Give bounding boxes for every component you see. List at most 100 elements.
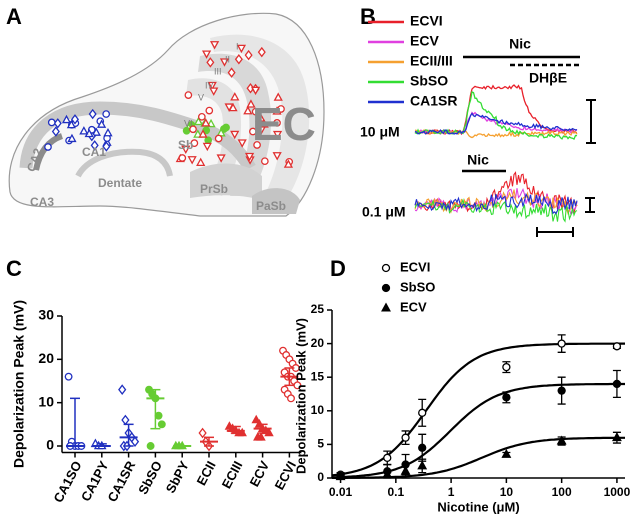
- marker: [193, 116, 204, 126]
- marker: [118, 384, 127, 396]
- marker: [44, 143, 52, 151]
- marker: [417, 460, 428, 470]
- scale-bar: [586, 99, 596, 144]
- layer-label: III: [214, 66, 222, 76]
- fit-curve: [332, 436, 625, 479]
- marker: [273, 92, 283, 101]
- x-axis-label: Nicotine (μM): [437, 499, 519, 514]
- marker: [146, 442, 155, 450]
- marker: [79, 126, 89, 135]
- marker: [227, 67, 236, 78]
- layer-label: II: [225, 54, 230, 64]
- fit-curve: [332, 382, 625, 479]
- x-tick-label: 10: [500, 485, 514, 499]
- marker: [556, 435, 567, 445]
- marker: [178, 154, 187, 162]
- marker: [102, 110, 111, 118]
- marker: [502, 362, 511, 372]
- marker: [51, 126, 60, 137]
- marker: [383, 453, 392, 462]
- marker: [224, 103, 234, 112]
- legend-label: CA1SR: [410, 93, 457, 109]
- marker: [187, 156, 197, 165]
- scale-bar: [585, 197, 595, 213]
- marker: [222, 123, 230, 132]
- y-tick-label: 30: [38, 307, 54, 323]
- marker: [90, 140, 99, 151]
- scale-label: 10 μM: [360, 124, 400, 140]
- marker: [130, 436, 140, 448]
- marker: [251, 414, 261, 424]
- marker: [230, 92, 240, 101]
- marker: [96, 119, 107, 128]
- marker: [257, 46, 266, 58]
- y-axis-label: Depolarization Peak (mV): [11, 300, 27, 468]
- region-label: EC: [252, 98, 316, 150]
- marker: [249, 127, 257, 136]
- marker: [66, 119, 77, 129]
- drug-label: Nic: [467, 152, 489, 168]
- y-tick-label: 0: [317, 470, 324, 484]
- region-label: Dentate: [98, 176, 142, 190]
- marker: [272, 130, 283, 140]
- legend-label: SbSO: [400, 279, 435, 294]
- marker: [184, 91, 193, 99]
- trace: [414, 198, 578, 223]
- marker: [418, 408, 427, 417]
- marker: [182, 126, 191, 135]
- marker: [61, 114, 72, 124]
- marker: [236, 44, 247, 54]
- marker: [418, 443, 427, 452]
- marker: [234, 54, 243, 65]
- region-label: PaSb: [256, 199, 286, 213]
- x-tick-label: ECV: [246, 458, 272, 489]
- region-label: CA1: [82, 145, 106, 159]
- x-tick-label: SbPY: [163, 458, 192, 495]
- marker: [201, 118, 211, 127]
- marker: [287, 394, 295, 403]
- y-tick-label: 10: [311, 403, 325, 417]
- marker: [209, 41, 220, 50]
- marker: [273, 119, 281, 127]
- y-tick-label: 0: [46, 437, 54, 453]
- marker: [214, 134, 223, 143]
- marker: [219, 58, 230, 67]
- marker: [501, 448, 512, 458]
- legend-marker: [381, 302, 391, 312]
- scale-bar: [536, 227, 574, 237]
- marker: [154, 411, 163, 420]
- region-label: Sb: [178, 138, 193, 152]
- marker: [502, 393, 511, 402]
- marker: [243, 106, 253, 115]
- trace: [414, 112, 578, 135]
- marker: [204, 136, 213, 145]
- marker: [400, 465, 411, 475]
- marker: [244, 152, 255, 162]
- trace: [414, 192, 578, 215]
- marker: [253, 141, 261, 149]
- marker: [255, 121, 265, 130]
- x-tick-label: ECII: [194, 458, 219, 487]
- x-tick-label: SbSO: [135, 458, 165, 496]
- region-label: CA3: [30, 195, 54, 209]
- legend-label: ECV: [410, 33, 439, 49]
- layer-label: I: [236, 41, 239, 51]
- marker: [193, 129, 203, 138]
- x-tick-label: 0.01: [329, 485, 353, 499]
- x-tick-label: 100: [552, 485, 572, 499]
- legend-label: SbSO: [410, 73, 448, 89]
- marker: [103, 127, 113, 137]
- x-tick-label: 0.1: [387, 485, 404, 499]
- marker: [67, 133, 77, 143]
- panel-label: D: [330, 256, 346, 281]
- legend-label: ECVI: [400, 259, 430, 274]
- panel-label: B: [360, 4, 376, 29]
- marker: [256, 113, 266, 122]
- marker: [277, 105, 285, 113]
- marker: [283, 159, 294, 168]
- marker: [612, 379, 622, 389]
- marker: [190, 139, 199, 148]
- marker: [198, 427, 207, 439]
- marker: [250, 86, 261, 96]
- y-tick-label: 10: [38, 393, 54, 409]
